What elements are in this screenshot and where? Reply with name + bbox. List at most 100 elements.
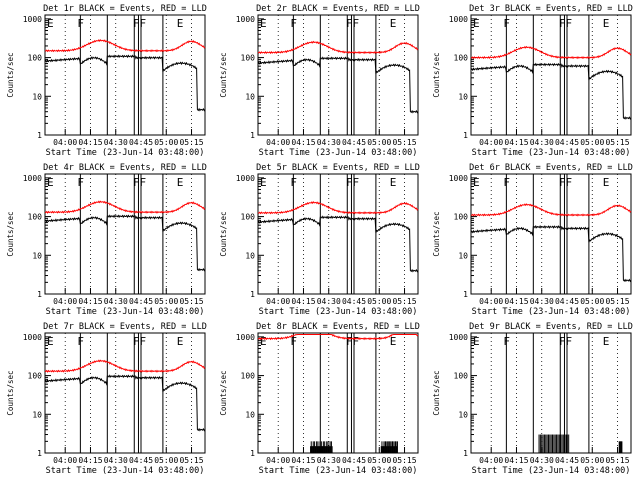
panel-1-frame [44,14,206,136]
panel-1-event-marker: E [47,17,54,30]
panel-6-xtick-label: 04:15 [504,297,528,306]
panel-9-ytick-label: 1 [463,449,468,458]
panel-1-ytick-label: 1 [37,131,42,140]
panel-4-ytick-label: 1000 [23,174,42,183]
panel-1-xtick-label: 04:45 [129,138,153,147]
panel-9-ytick-label: 100 [454,372,469,381]
panel-6-ytick-label: 1 [463,290,468,299]
panel-2-ytick-label: 1000 [236,15,255,24]
panel-8-xtick-label: 04:15 [291,456,315,465]
panel-3-event-marker: E [473,17,480,30]
panel-2-ylabel: Counts/sec [219,52,228,97]
panel-2-series-1-line [257,56,419,114]
panel-6-title: Det 6r BLACK = Events, RED = LLD [469,163,633,173]
panel-1-ytick-label: 10 [32,92,42,101]
panel-7-title: Det 7r BLACK = Events, RED = LLD [43,322,207,332]
panel-1-event-marker: FF [133,17,146,30]
panel-2-title: Det 2r BLACK = Events, RED = LLD [256,4,420,14]
panel-9-xlabel: Start Time (23-Jun-14 03:48:00) [472,466,631,476]
panel-5-xlabel: Start Time (23-Jun-14 03:48:00) [259,307,418,317]
panel-3-xtick-label: 04:00 [479,138,503,147]
panel-5-event-marker: E [260,176,267,189]
panel-4-event-marker: FF [133,176,146,189]
panel-6-xtick-label: 04:30 [530,297,554,306]
panel-3-xtick-label: 04:30 [530,138,554,147]
panel-7-xtick-label: 04:45 [129,456,153,465]
panel-7-event-marker: E [177,335,184,348]
panel-5-xtick-label: 04:00 [266,297,290,306]
panel-1-series-1-line [44,54,206,112]
panel-9-xtick-label: 04:15 [504,456,528,465]
panel-7-event-marker: F [77,335,84,348]
panel-4-xtick-label: 04:00 [53,297,77,306]
panel-3-xtick-label: 05:00 [580,138,604,147]
panel-3-ytick-label: 1 [463,131,468,140]
panel-9-xtick-label: 04:45 [555,456,579,465]
panel-6-ylabel: Counts/sec [432,211,441,256]
panel-7-xtick-label: 04:15 [78,456,102,465]
panel-7-frame [44,332,206,454]
panel-7-ytick-label: 1000 [23,333,42,342]
panel-6-xtick-label: 04:45 [555,297,579,306]
panel-1-series-2-line [44,39,206,53]
panel-6-series-2-line [470,203,632,217]
panel-3-xtick-label: 05:15 [605,138,629,147]
panel-4-xlabel: Start Time (23-Jun-14 03:48:00) [46,307,205,317]
panel-5-xtick-label: 04:45 [342,297,366,306]
panel-1-event-marker: E [177,17,184,30]
panel-2-series-2-line [257,40,419,55]
panel-6-event-marker: FF [559,176,572,189]
panel-6-series-1-line [470,225,632,283]
panel-3-xtick-label: 04:15 [504,138,528,147]
panel-2-event-marker: FF [346,17,359,30]
panel-8-xtick-label: 04:00 [266,456,290,465]
panel-8-ytick-label: 10 [245,410,255,419]
panel-1-xtick-label: 04:30 [104,138,128,147]
panel-8-xtick-label: 05:00 [367,456,391,465]
panel-3-ytick-label: 10 [458,92,468,101]
panel-8-xlabel: Start Time (23-Jun-14 03:48:00) [259,466,418,476]
panel-1-xtick-label: 04:00 [53,138,77,147]
panel-5-event-marker: E [390,176,397,189]
panel-9-xtick-label: 05:15 [605,456,629,465]
panel-5-ytick-label: 1 [250,290,255,299]
panel-7-xlabel: Start Time (23-Jun-14 03:48:00) [46,466,205,476]
panel-8-xtick-label: 04:45 [342,456,366,465]
panel-8-xtick-label: 04:30 [317,456,341,465]
panel-2-ytick-label: 10 [245,92,255,101]
panel-3-frame [470,14,632,136]
panel-8-ytick-label: 1000 [236,333,255,342]
panel-6-ytick-label: 10 [458,251,468,260]
panel-4-xtick-label: 04:45 [129,297,153,306]
panel-9-event-marker: FF [559,335,572,348]
panel-7-ylabel: Counts/sec [6,370,15,415]
panel-2-frame [257,14,419,136]
panel-1-ytick-label: 100 [28,54,43,63]
panel-9-ylabel: Counts/sec [432,370,441,415]
panel-3-title: Det 3r BLACK = Events, RED = LLD [469,4,633,14]
panel-8-xtick-label: 05:15 [392,456,416,465]
panel-6-ytick-label: 100 [454,213,469,222]
panel-1-xtick-label: 05:15 [179,138,203,147]
panel-3-xtick-label: 04:45 [555,138,579,147]
panel-4-xtick-label: 05:00 [154,297,178,306]
panel-6-event-marker: E [473,176,480,189]
panel-9-ytick-label: 1000 [449,333,468,342]
panel-2-xtick-label: 05:00 [367,138,391,147]
panel-5-xtick-label: 05:15 [392,297,416,306]
panel-8-ytick-label: 100 [241,372,256,381]
panel-3-event-marker: FF [559,17,572,30]
panel-7-ytick-label: 10 [32,410,42,419]
panel-6-event-marker: F [503,176,510,189]
panel-3-event-marker: E [603,17,610,30]
panel-1-ytick-label: 1000 [23,15,42,24]
panel-1-ylabel: Counts/sec [6,52,15,97]
panel-9-ytick-label: 10 [458,410,468,419]
panel-9-xtick-label: 04:30 [530,456,554,465]
panel-8-frame [257,332,419,454]
panel-9-xtick-label: 04:00 [479,456,503,465]
panel-6-frame [470,173,632,295]
panel-1-xtick-label: 05:00 [154,138,178,147]
panel-4-series-1-line [44,214,206,272]
